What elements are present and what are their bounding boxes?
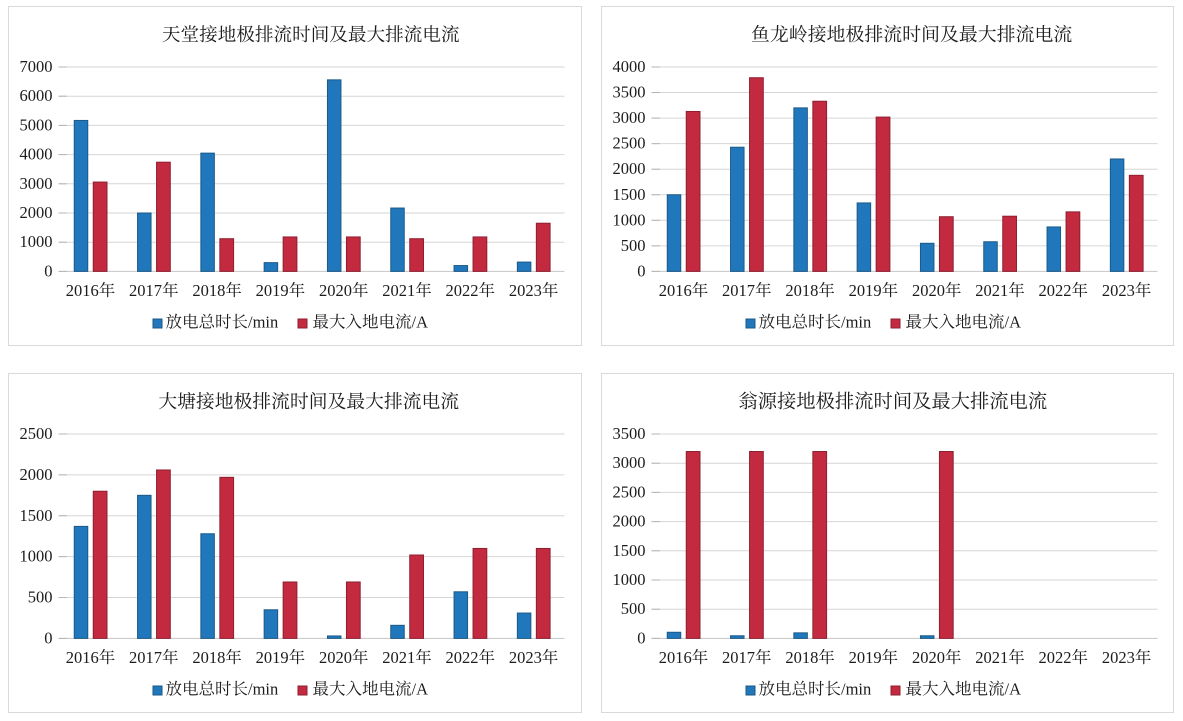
svg-text:2022: 2022	[1039, 648, 1072, 667]
svg-text:2016: 2016	[66, 648, 99, 667]
svg-text:/min: /min	[248, 313, 278, 332]
svg-text:0: 0	[637, 261, 645, 280]
svg-text:2017: 2017	[722, 281, 755, 300]
svg-text:2023: 2023	[509, 281, 542, 300]
svg-text:2020: 2020	[319, 648, 352, 667]
svg-text:2023: 2023	[1102, 281, 1135, 300]
svg-text:2016: 2016	[659, 648, 692, 667]
svg-text:2020: 2020	[319, 281, 352, 300]
svg-text:1000: 1000	[20, 232, 53, 251]
svg-text:/min: /min	[248, 680, 278, 699]
svg-text:3500: 3500	[613, 83, 646, 102]
svg-text:2016: 2016	[659, 281, 692, 300]
svg-text:3000: 3000	[613, 108, 646, 127]
svg-text:3500: 3500	[613, 424, 646, 443]
svg-text:/A: /A	[412, 680, 429, 699]
svg-text:2017: 2017	[129, 648, 162, 667]
svg-text:2500: 2500	[613, 134, 646, 153]
svg-text:2021: 2021	[975, 281, 1008, 300]
svg-text:4000: 4000	[613, 57, 646, 76]
svg-text:2023: 2023	[509, 648, 542, 667]
svg-text:1000: 1000	[613, 570, 646, 589]
svg-text:1500: 1500	[613, 185, 646, 204]
svg-text:3000: 3000	[20, 174, 53, 193]
svg-text:2017: 2017	[129, 281, 162, 300]
svg-text:500: 500	[28, 588, 53, 607]
svg-text:/A: /A	[412, 313, 429, 332]
svg-text:4000: 4000	[20, 145, 53, 164]
svg-text:/min: /min	[841, 680, 871, 699]
svg-text:2019: 2019	[256, 281, 289, 300]
svg-text:5000: 5000	[20, 115, 53, 134]
svg-text:2019: 2019	[256, 648, 289, 667]
svg-text:2000: 2000	[613, 159, 646, 178]
svg-text:2021: 2021	[382, 281, 415, 300]
svg-text:2021: 2021	[382, 648, 415, 667]
svg-text:2022: 2022	[1039, 281, 1072, 300]
svg-text:2018: 2018	[192, 281, 225, 300]
svg-text:2500: 2500	[20, 424, 53, 443]
svg-text:2020: 2020	[912, 648, 945, 667]
svg-text:1500: 1500	[613, 541, 646, 560]
svg-text:2000: 2000	[20, 203, 53, 222]
svg-text:2000: 2000	[20, 465, 53, 484]
svg-text:500: 500	[621, 599, 646, 618]
svg-text:3000: 3000	[613, 453, 646, 472]
svg-text:2000: 2000	[613, 512, 646, 531]
svg-text:1000: 1000	[613, 210, 646, 229]
svg-text:0: 0	[637, 628, 645, 647]
svg-text:500: 500	[621, 236, 646, 255]
svg-text:/A: /A	[1005, 313, 1022, 332]
svg-text:2021: 2021	[975, 648, 1008, 667]
svg-text:2016: 2016	[66, 281, 99, 300]
svg-text:0: 0	[44, 261, 52, 280]
svg-text:1500: 1500	[20, 506, 53, 525]
svg-text:2019: 2019	[849, 648, 882, 667]
svg-text:2022: 2022	[446, 648, 479, 667]
svg-text:0: 0	[44, 628, 52, 647]
svg-text:6000: 6000	[20, 86, 53, 105]
svg-text:2018: 2018	[785, 648, 818, 667]
svg-text:/min: /min	[841, 313, 871, 332]
svg-text:/A: /A	[1005, 680, 1022, 699]
svg-text:2017: 2017	[722, 648, 755, 667]
svg-text:2018: 2018	[192, 648, 225, 667]
svg-text:2019: 2019	[849, 281, 882, 300]
svg-text:7000: 7000	[20, 57, 53, 76]
svg-text:2023: 2023	[1102, 648, 1135, 667]
svg-text:1000: 1000	[20, 547, 53, 566]
svg-text:2500: 2500	[613, 482, 646, 501]
svg-text:2018: 2018	[785, 281, 818, 300]
svg-text:2022: 2022	[446, 281, 479, 300]
svg-text:2020: 2020	[912, 281, 945, 300]
